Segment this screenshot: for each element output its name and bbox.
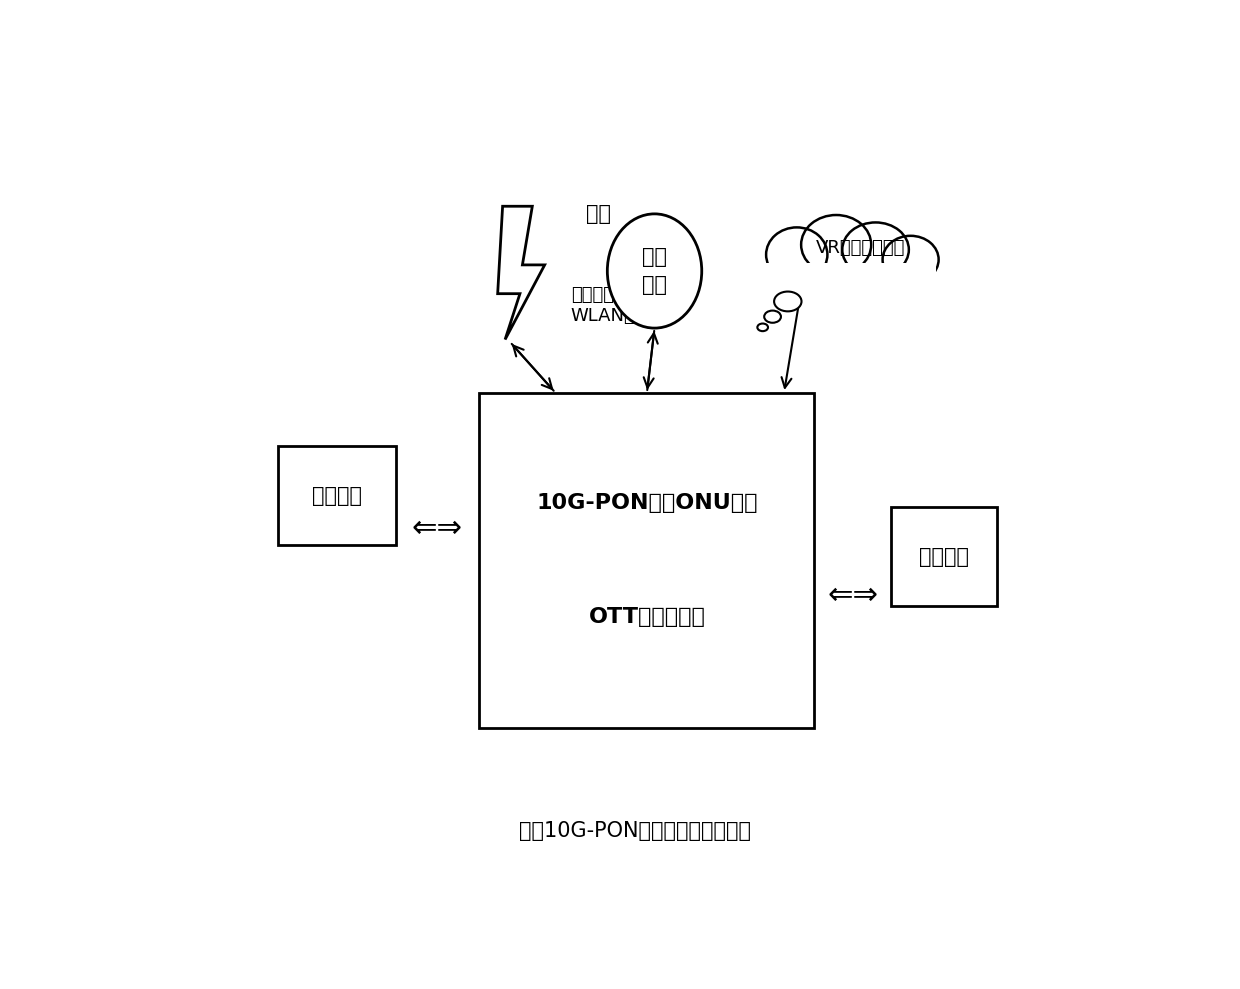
Ellipse shape [842,223,909,277]
Bar [278,446,396,545]
Ellipse shape [774,292,801,312]
Text: 视频业务: 视频业务 [919,547,968,567]
Ellipse shape [758,323,768,331]
Ellipse shape [883,235,939,283]
Text: 有线接入
WLAN接入: 有线接入 WLAN接入 [570,286,646,324]
Ellipse shape [801,215,872,274]
Bar [480,393,815,728]
Bar [754,263,936,290]
Bar [890,507,997,606]
Text: 语音
电话: 语音 电话 [642,247,667,295]
Text: 10G-PON接入ONU系统: 10G-PON接入ONU系统 [536,494,758,513]
Text: 智能家居: 智能家居 [311,486,362,505]
Ellipse shape [608,214,702,328]
Text: 上网: 上网 [587,204,611,224]
Text: VR等超宽带业务: VR等超宽带业务 [816,239,905,257]
Text: OTT机顶盒系统: OTT机顶盒系统 [589,607,706,627]
Ellipse shape [766,227,827,282]
Text: 基于10G-PON接入的智能融合装置: 基于10G-PON接入的智能融合装置 [520,821,751,841]
Text: ⇐⇒: ⇐⇒ [412,513,463,543]
Ellipse shape [764,311,781,322]
Text: ⇐⇒: ⇐⇒ [827,581,878,610]
